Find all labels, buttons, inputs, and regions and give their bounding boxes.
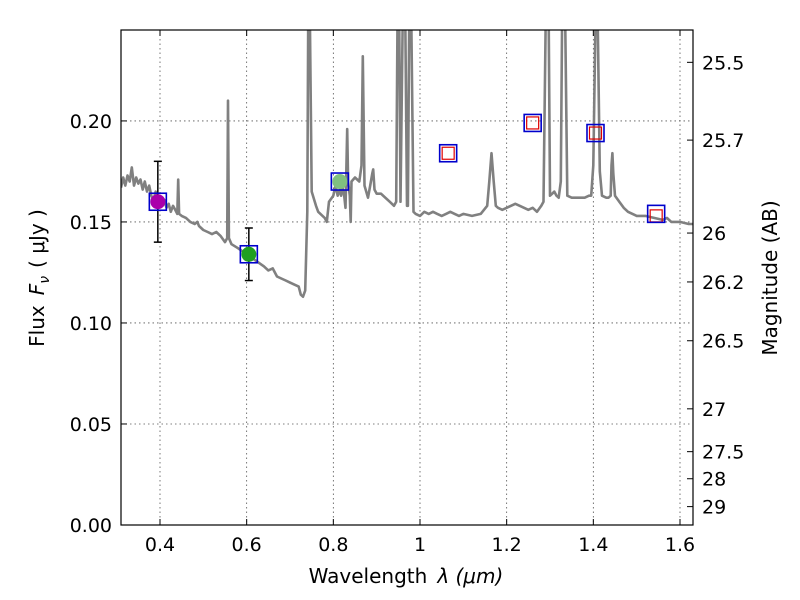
x-axis-ticks: 0.4 0.6 0.8 1 1.2 1.4 1.6 xyxy=(145,30,695,556)
x-tick-label: 0.6 xyxy=(232,534,262,556)
x-axis-label: Wavelength λ (μm) xyxy=(309,564,504,588)
x-tick-label: 1.4 xyxy=(578,534,608,556)
right-tick-label: 25.5 xyxy=(702,52,744,74)
model-point-red xyxy=(588,126,603,140)
right-tick-label: 26.2 xyxy=(702,272,744,294)
y-tick-label: 0.10 xyxy=(70,313,112,335)
plot-frame xyxy=(120,29,694,526)
model-point-blue xyxy=(330,172,350,191)
model-point-red xyxy=(441,146,455,160)
x-tick-label: 0.8 xyxy=(318,534,348,556)
model-point-blue xyxy=(438,143,458,163)
model-point-red xyxy=(526,116,540,130)
right-tick-label: 27 xyxy=(702,399,726,421)
right-tick-label: 26.5 xyxy=(702,331,744,353)
model-point-blue xyxy=(586,123,605,143)
y-axis-ticks: 0.00 0.05 0.10 0.15 0.20 xyxy=(70,111,127,537)
model-point-blue xyxy=(239,244,259,264)
right-axis-label: Magnitude (AB) xyxy=(758,200,782,355)
x-tick-label: 1 xyxy=(414,534,426,556)
model-point-blue xyxy=(148,192,168,212)
x-tick-label: 1.6 xyxy=(665,534,695,556)
right-tick-label: 28 xyxy=(702,469,726,491)
y-axis-label: FluxFν( μJy ) xyxy=(25,209,53,347)
x-tick-label: 0.4 xyxy=(145,534,175,556)
x-tick-label: 1.2 xyxy=(492,534,522,556)
model-point-blue xyxy=(646,204,666,224)
model-point-blue xyxy=(523,113,542,133)
observed-point xyxy=(150,194,166,210)
photometry-points xyxy=(148,113,666,282)
right-tick-label: 29 xyxy=(702,497,726,519)
right-tick-label: 26 xyxy=(702,223,726,245)
spectrum-line xyxy=(121,30,693,298)
model-spectrum xyxy=(121,30,693,298)
y-tick-label: 0.05 xyxy=(70,414,112,436)
right-tick-label: 25.7 xyxy=(702,130,744,152)
y-tick-label: 0.00 xyxy=(70,515,112,537)
right-tick-label: 27.5 xyxy=(702,442,744,464)
y-tick-label: 0.15 xyxy=(70,212,112,234)
right-axis-ticks: 25.5 25.7 26 26.2 26.5 27 27.5 28 29 xyxy=(687,52,744,519)
observed-point xyxy=(332,174,348,190)
observed-point xyxy=(241,246,257,262)
y-tick-label: 0.20 xyxy=(70,111,112,133)
grid-lines xyxy=(121,30,693,526)
